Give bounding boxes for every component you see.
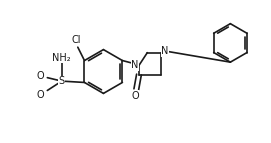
- Text: S: S: [59, 76, 65, 86]
- Text: O: O: [37, 71, 44, 81]
- Text: O: O: [37, 90, 44, 100]
- Text: N: N: [131, 60, 139, 70]
- Text: O: O: [131, 91, 139, 101]
- Text: NH₂: NH₂: [53, 53, 71, 63]
- Text: Cl: Cl: [72, 35, 81, 45]
- Text: N: N: [161, 46, 169, 56]
